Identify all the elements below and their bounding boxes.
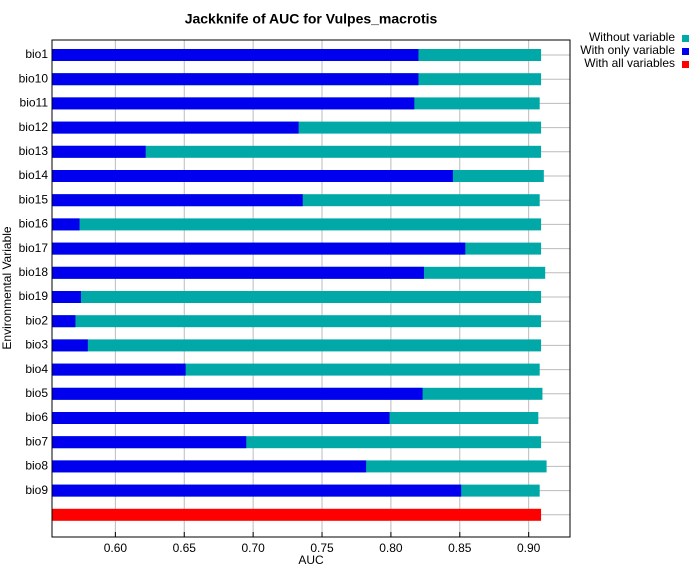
- y-tick-label: bio9: [25, 483, 48, 497]
- plot-frame: [51, 39, 571, 538]
- bar: [52, 460, 367, 473]
- chart-title: Jackknife of AUC for Vulpes_macrotis: [185, 11, 438, 27]
- y-tick-label: bio14: [19, 168, 49, 182]
- y-tick-label: bio5: [25, 386, 48, 400]
- bar: [52, 315, 76, 328]
- bar: [52, 145, 542, 158]
- x-tick-label: 0.90: [517, 541, 541, 555]
- bar: [52, 49, 419, 61]
- bar: [52, 242, 466, 255]
- x-tick-label: 0.75: [310, 541, 334, 555]
- bar: [52, 97, 415, 110]
- bar: [52, 145, 146, 158]
- legend-swatch: [682, 61, 689, 68]
- y-tick-label: bio7: [25, 434, 48, 448]
- bar: [52, 73, 419, 86]
- y-tick-label: bio11: [20, 96, 49, 110]
- legend-swatch: [682, 35, 689, 42]
- bar: [52, 387, 423, 400]
- bar: [52, 291, 81, 303]
- bar: [52, 315, 542, 328]
- bar: [52, 291, 542, 303]
- y-tick-label: bio18: [19, 265, 49, 279]
- bar: [52, 266, 424, 279]
- y-tick-label: bio17: [19, 241, 49, 255]
- bar: [52, 484, 462, 497]
- bar: [52, 121, 299, 134]
- y-tick-label: bio1: [25, 47, 48, 61]
- legend-swatch: [682, 48, 689, 55]
- x-tick-label: 0.85: [448, 541, 472, 555]
- bar: [52, 218, 80, 231]
- bar: [52, 508, 542, 521]
- x-tick-label: 0.80: [379, 541, 403, 555]
- x-tick-label: 0.65: [173, 541, 197, 555]
- legend-label: With only variable: [580, 43, 675, 57]
- x-tick-label: 0.60: [104, 541, 128, 555]
- bar: [52, 412, 390, 424]
- y-tick-label: bio16: [19, 217, 49, 231]
- x-axis-label: AUC: [298, 553, 324, 567]
- y-tick-label: bio3: [25, 338, 48, 352]
- y-tick-label: bio19: [19, 289, 49, 303]
- legend-label: With all variables: [584, 56, 675, 70]
- bar: [52, 339, 542, 352]
- y-tick-label: bio10: [19, 71, 49, 85]
- y-tick-label: bio15: [19, 192, 49, 206]
- y-tick-label: bio12: [19, 120, 49, 134]
- bar: [52, 436, 247, 449]
- x-tick-label: 0.70: [241, 541, 265, 555]
- y-tick-label: bio4: [25, 362, 48, 376]
- bar: [52, 339, 88, 352]
- y-tick-label: bio6: [25, 410, 48, 424]
- legend-label: Without variable: [589, 30, 675, 44]
- bar: [52, 363, 186, 376]
- y-axis-label: Environmental Variable: [0, 226, 14, 350]
- y-tick-label: bio2: [25, 313, 48, 327]
- bar: [52, 170, 453, 182]
- y-tick-label: bio13: [19, 144, 49, 158]
- bar: [52, 194, 303, 207]
- bar: [52, 218, 542, 231]
- y-tick-label: bio8: [25, 459, 48, 473]
